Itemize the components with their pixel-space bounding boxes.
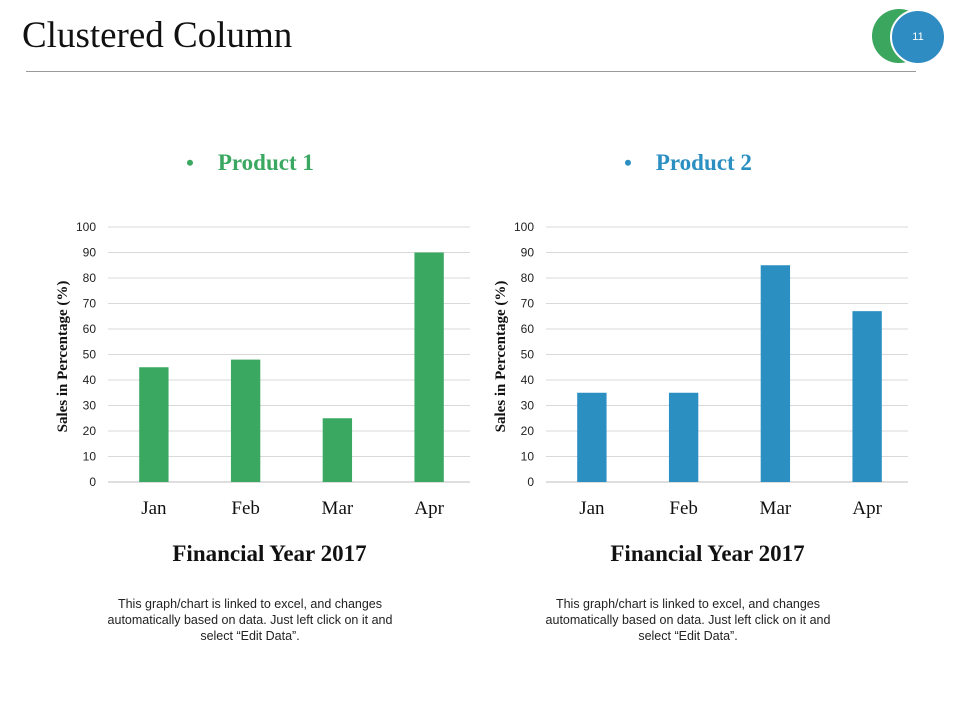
x-tick-label: Jan	[579, 498, 605, 519]
y-tick-label: 60	[83, 322, 97, 336]
y-tick-label: 100	[76, 220, 96, 234]
x-tick-label: Jan	[141, 498, 167, 519]
bar-mar	[760, 265, 791, 482]
series-heading: • Product 2	[468, 150, 908, 176]
bullet-icon: •	[624, 150, 632, 175]
bar-jan	[139, 367, 169, 482]
x-tick-label: Apr	[414, 498, 444, 519]
bullet-icon: •	[186, 150, 194, 175]
series-heading: • Product 1	[30, 150, 470, 176]
bar-mar	[322, 418, 353, 482]
y-axis-label: Sales in Percentage (%)	[493, 281, 509, 433]
chart-note: This graph/chart is linked to excel, and…	[30, 596, 470, 644]
page-number: 11	[912, 31, 924, 43]
x-tick-label: Mar	[322, 498, 354, 519]
note-line: select “Edit Data”.	[200, 629, 300, 643]
y-tick-label: 40	[521, 373, 535, 387]
y-tick-label: 10	[521, 450, 535, 464]
series-title: Product 1	[217, 150, 314, 175]
product-2-chart-panel[interactable]: • Product 2 0 10 20 30 40 50 60 70 80 90 100 Sales i…	[468, 140, 908, 660]
y-tick-label: 0	[89, 475, 96, 489]
y-tick-label: 0	[527, 475, 534, 489]
slide-title: Clustered Column	[22, 15, 293, 56]
y-tick-label: 90	[521, 246, 535, 260]
y-tick-label: 50	[83, 348, 97, 362]
title-divider	[26, 71, 916, 72]
bar-apr	[414, 252, 444, 482]
y-tick-label: 10	[83, 450, 97, 464]
y-axis-label: Sales in Percentage (%)	[55, 281, 71, 433]
y-tick-label: 20	[83, 424, 97, 438]
y-tick-label: 20	[521, 424, 535, 438]
y-tick-label: 50	[521, 348, 535, 362]
x-axis-title: Financial Year 2017	[172, 541, 366, 566]
y-tick-label: 100	[514, 220, 534, 234]
product-1-chart-panel[interactable]: • Product 1 0 10 20 30 40 50 60 70 80 90 100 Sales i…	[30, 140, 470, 660]
note-line: This graph/chart is linked to excel, and…	[117, 597, 383, 611]
bar-apr	[852, 311, 882, 482]
x-tick-label: Feb	[669, 498, 698, 519]
y-tick-label: 30	[521, 399, 535, 413]
y-tick-label: 30	[83, 399, 97, 413]
y-tick-label: 60	[521, 322, 535, 336]
note-line: This graph/chart is linked to excel, and…	[555, 597, 821, 611]
y-tick-label: 80	[521, 271, 535, 285]
y-tick-label: 90	[83, 246, 97, 260]
product-2-column-chart[interactable]: 0 10 20 30 40 50 60 70 80 90 100 Sales in Percentag…	[468, 140, 908, 580]
bar-jan	[577, 392, 607, 482]
y-tick-label: 40	[83, 373, 97, 387]
chart-note: This graph/chart is linked to excel, and…	[468, 596, 908, 644]
bar-feb	[230, 359, 261, 482]
bar-feb	[668, 392, 699, 482]
note-line: select “Edit Data”.	[638, 629, 738, 643]
y-tick-label: 70	[83, 297, 97, 311]
badge-circle-front: 11	[890, 9, 946, 65]
y-tick-label: 70	[521, 297, 535, 311]
product-1-column-chart[interactable]: 0 10 20 30 40 50 60 70 80 90 100 Sales in Percentag…	[30, 140, 470, 580]
note-line: automatically based on data. Just left c…	[545, 613, 831, 627]
note-line: automatically based on data. Just left c…	[107, 613, 393, 627]
series-title: Product 2	[655, 150, 752, 175]
y-tick-label: 80	[83, 271, 97, 285]
x-tick-label: Feb	[231, 498, 260, 519]
x-tick-label: Apr	[852, 498, 882, 519]
x-axis-title: Financial Year 2017	[610, 541, 804, 566]
x-tick-label: Mar	[760, 498, 792, 519]
